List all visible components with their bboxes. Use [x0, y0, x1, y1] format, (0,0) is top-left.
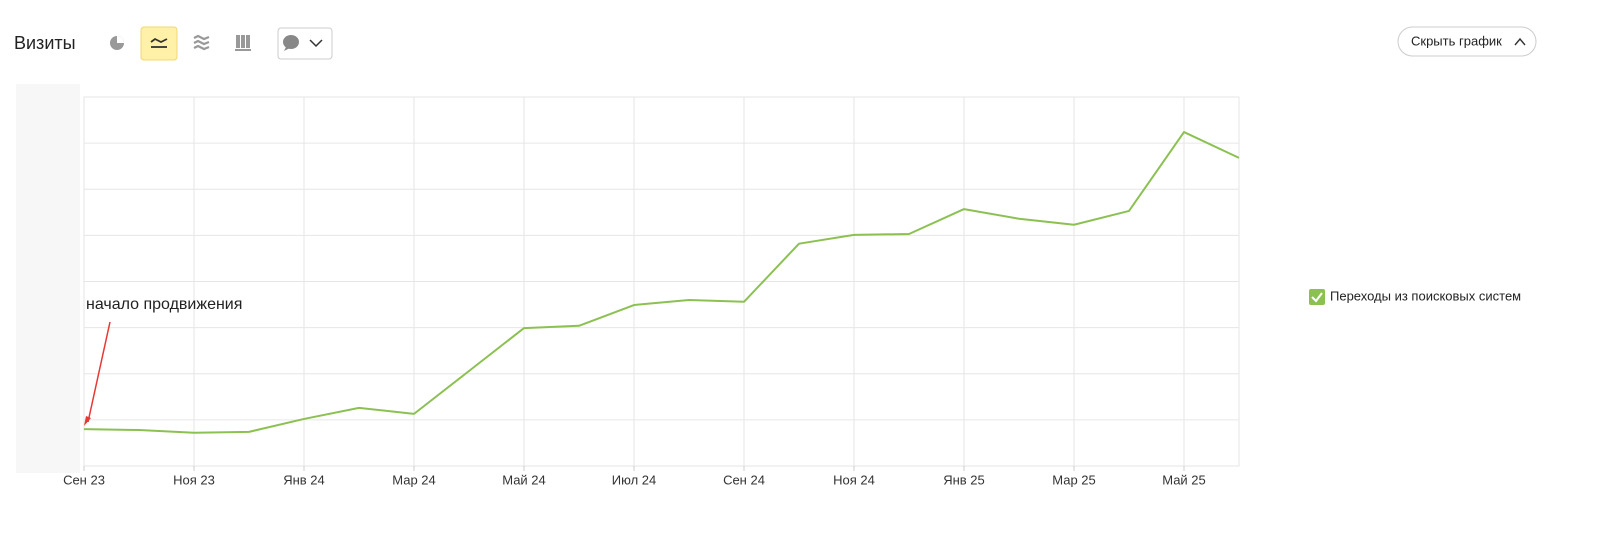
x-tick-label: Мар 24	[392, 472, 436, 487]
x-tick-label: Июл 24	[612, 472, 656, 487]
annotation: начало продвижения	[86, 296, 242, 313]
x-tick-label: Май 24	[502, 472, 546, 487]
x-tick-label: Янв 24	[283, 472, 325, 487]
legend-check	[1311, 292, 1323, 303]
hide-chart-button[interactable]: Скрыть график	[1397, 26, 1537, 57]
x-tick-label: Ноя 23	[173, 472, 215, 487]
x-tick-label: Май 25	[1162, 472, 1206, 487]
page-title: Визиты	[14, 33, 76, 53]
annotation-arrowhead	[84, 416, 91, 426]
pie-view-button[interactable]	[110, 36, 124, 50]
hidden-axis-area	[16, 84, 80, 473]
legend-label: Переходы из поисковых систем	[1330, 288, 1521, 303]
area-view-button[interactable]	[193, 34, 210, 51]
bar-view-button[interactable]	[235, 35, 251, 51]
x-tick-label: Янв 25	[943, 472, 985, 487]
line-view-button[interactable]	[140, 26, 178, 61]
hide-chart-label: Скрыть график	[1411, 33, 1502, 48]
x-tick-label: Сен 24	[723, 472, 765, 487]
annotation-dropdown[interactable]	[277, 27, 333, 60]
data-line	[83, 131, 1240, 434]
x-tick-label: Мар 25	[1052, 472, 1096, 487]
legend-item[interactable]: Переходы из поисковых систем	[1309, 288, 1521, 305]
x-tick-label: Ноя 24	[833, 472, 875, 487]
annotation-arrow	[87, 321, 111, 423]
x-tick-label: Сен 23	[63, 472, 105, 487]
legend-checkbox	[1309, 289, 1325, 305]
